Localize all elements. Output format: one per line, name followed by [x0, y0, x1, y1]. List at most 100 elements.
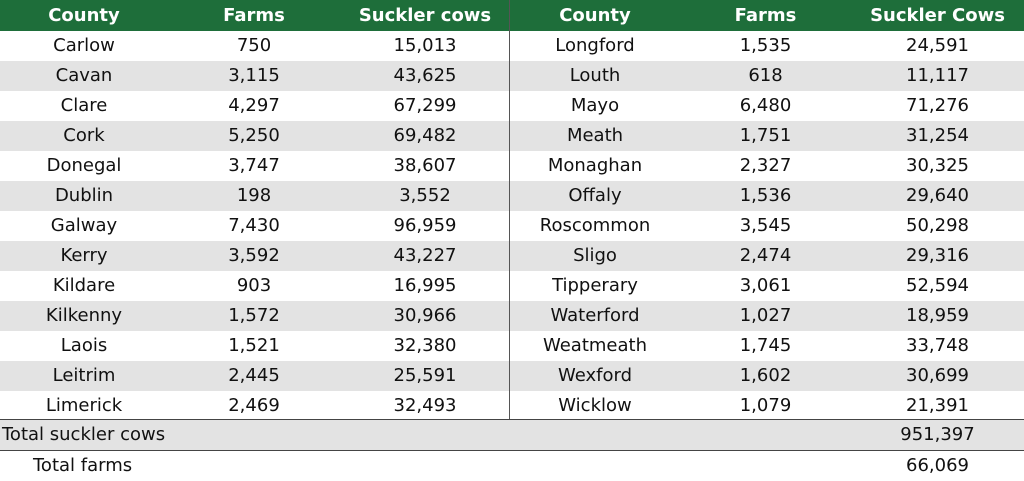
county-cell: Weatmeath: [542, 335, 647, 356]
header-farms-right: Farms: [734, 5, 797, 26]
header-farms: Farms: [223, 5, 285, 26]
suckler-cows-cell: 43,625: [393, 65, 457, 86]
farms-cell: 2,474: [739, 245, 792, 266]
farms-cell: 903: [236, 275, 272, 296]
farms-cell: 1,535: [739, 35, 792, 56]
suckler-cows-cell: 32,380: [393, 335, 457, 356]
county-cell: Meath: [566, 125, 624, 146]
county-cell: Galway: [50, 215, 118, 236]
county-cell: Longford: [555, 35, 635, 56]
farms-cell: 1,602: [739, 365, 792, 386]
suckler-cows-cell: 16,995: [393, 275, 457, 296]
farms-cell: 1,027: [739, 305, 792, 326]
county-cell: Louth: [569, 65, 621, 86]
suckler-cows-cell: 50,298: [906, 215, 969, 236]
totals-divider-middle: [0, 450, 1024, 451]
table-row: Kilkenny 1,572 30,966 Waterford 1,027 18,959: [0, 301, 1024, 331]
county-cell: Wexford: [557, 365, 632, 386]
suckler-cows-cell: 69,482: [393, 125, 457, 146]
farms-cell: 3,545: [739, 215, 792, 236]
total-farms-label: Total farms: [33, 455, 133, 476]
farms-cell: 3,592: [228, 245, 280, 266]
county-cell: Cork: [63, 125, 105, 146]
county-cell: Monaghan: [547, 155, 643, 176]
county-cell: Sligo: [573, 245, 617, 266]
column-divider: [509, 0, 510, 419]
farms-cell: 2,327: [739, 155, 792, 176]
county-cell: Waterford: [550, 305, 640, 326]
suckler-cows-cell: 29,640: [906, 185, 969, 206]
farms-cell: 198: [236, 185, 272, 206]
table-row: Dublin 198 3,552 Offaly 1,536 29,640: [0, 181, 1024, 211]
county-cell: Kerry: [60, 245, 108, 266]
county-cell: Offaly: [568, 185, 622, 206]
farms-cell: 1,572: [228, 305, 280, 326]
county-cell: Roscommon: [539, 215, 651, 236]
table-row: Limerick 2,469 32,493 Wicklow 1,079 21,391: [0, 391, 1024, 421]
header-county-right: County: [559, 5, 631, 26]
suckler-cows-cell: 25,591: [393, 365, 457, 386]
farms-cell: 750: [236, 35, 272, 56]
suckler-cows-cell: 96,959: [393, 215, 457, 236]
total-cows-label: Total suckler cows: [2, 424, 166, 445]
county-cell: Kildare: [52, 275, 116, 296]
suckler-cows-cell: 24,591: [906, 35, 969, 56]
suckler-cows-cell: 67,299: [393, 95, 457, 116]
farms-cell: 3,747: [228, 155, 280, 176]
suckler-cows-cell: 30,325: [906, 155, 969, 176]
farms-cell: 1,751: [739, 125, 792, 146]
farms-cell: 3,115: [228, 65, 280, 86]
total-cows-value: 951,397: [900, 424, 975, 445]
suckler-cows-cell: 30,699: [906, 365, 969, 386]
suckler-cows-cell: 29,316: [906, 245, 969, 266]
farms-cell: 1,079: [739, 395, 792, 416]
county-cell: Mayo: [570, 95, 620, 116]
county-cell: Laois: [60, 335, 108, 356]
suckler-cows-cell: 18,959: [906, 305, 969, 326]
county-cell: Clare: [60, 95, 108, 116]
suckler-cows-cell: 38,607: [393, 155, 457, 176]
farms-cell: 1,536: [739, 185, 792, 206]
suckler-cows-cell: 3,552: [399, 185, 451, 206]
suckler-cows-cell: 33,748: [906, 335, 969, 356]
table-row: Clare 4,297 67,299 Mayo 6,480 71,276: [0, 91, 1024, 121]
header-suckler-cows: Suckler cows: [358, 5, 492, 26]
county-cell: Carlow: [53, 35, 115, 56]
table-row: Galway 7,430 96,959 Roscommon 3,545 50,298: [0, 211, 1024, 241]
farms-cell: 1,745: [739, 335, 792, 356]
table-row: Kerry 3,592 43,227 Sligo 2,474 29,316: [0, 241, 1024, 271]
total-farms-row: Total farms 66,069: [0, 451, 1024, 481]
totals-divider-top: [0, 419, 1024, 420]
county-cell: Cavan: [55, 65, 113, 86]
county-cell: Dublin: [54, 185, 114, 206]
table-row: Laois 1,521 32,380 Weatmeath 1,745 33,748: [0, 331, 1024, 361]
suckler-cows-cell: 21,391: [906, 395, 969, 416]
suckler-cows-cell: 43,227: [393, 245, 457, 266]
farms-cell: 5,250: [228, 125, 280, 146]
county-cell: Wicklow: [558, 395, 632, 416]
county-cell: Leitrim: [52, 365, 116, 386]
farms-cell: 3,061: [739, 275, 792, 296]
farms-cell: 618: [748, 65, 783, 86]
header-suckler-cows-right: Suckler Cows: [870, 5, 1005, 26]
table-row: Kildare 903 16,995 Tipperary 3,061 52,594: [0, 271, 1024, 301]
county-cell: Tipperary: [552, 275, 638, 296]
farms-cell: 1,521: [228, 335, 280, 356]
suckler-cows-cell: 52,594: [906, 275, 969, 296]
farms-cell: 6,480: [739, 95, 792, 116]
table-row: Carlow 750 15,013 Longford 1,535 24,591: [0, 31, 1024, 61]
county-cell: Kilkenny: [45, 305, 123, 326]
table-row: Cavan 3,115 43,625 Louth 618 11,117: [0, 61, 1024, 91]
farms-cell: 7,430: [228, 215, 280, 236]
farms-cell: 2,469: [228, 395, 280, 416]
farms-cell: 4,297: [228, 95, 280, 116]
table-row: Donegal 3,747 38,607 Monaghan 2,327 30,325: [0, 151, 1024, 181]
table-row: Leitrim 2,445 25,591 Wexford 1,602 30,699: [0, 361, 1024, 391]
total-farms-value: 66,069: [906, 455, 969, 476]
total-cows-row: Total suckler cows 951,397: [0, 420, 1024, 450]
table-header: County Farms Suckler cows County Farms S…: [0, 0, 1024, 31]
farms-cell: 2,445: [228, 365, 280, 386]
suckler-cows-cell: 15,013: [393, 35, 457, 56]
suckler-cows-cell: 32,493: [393, 395, 457, 416]
